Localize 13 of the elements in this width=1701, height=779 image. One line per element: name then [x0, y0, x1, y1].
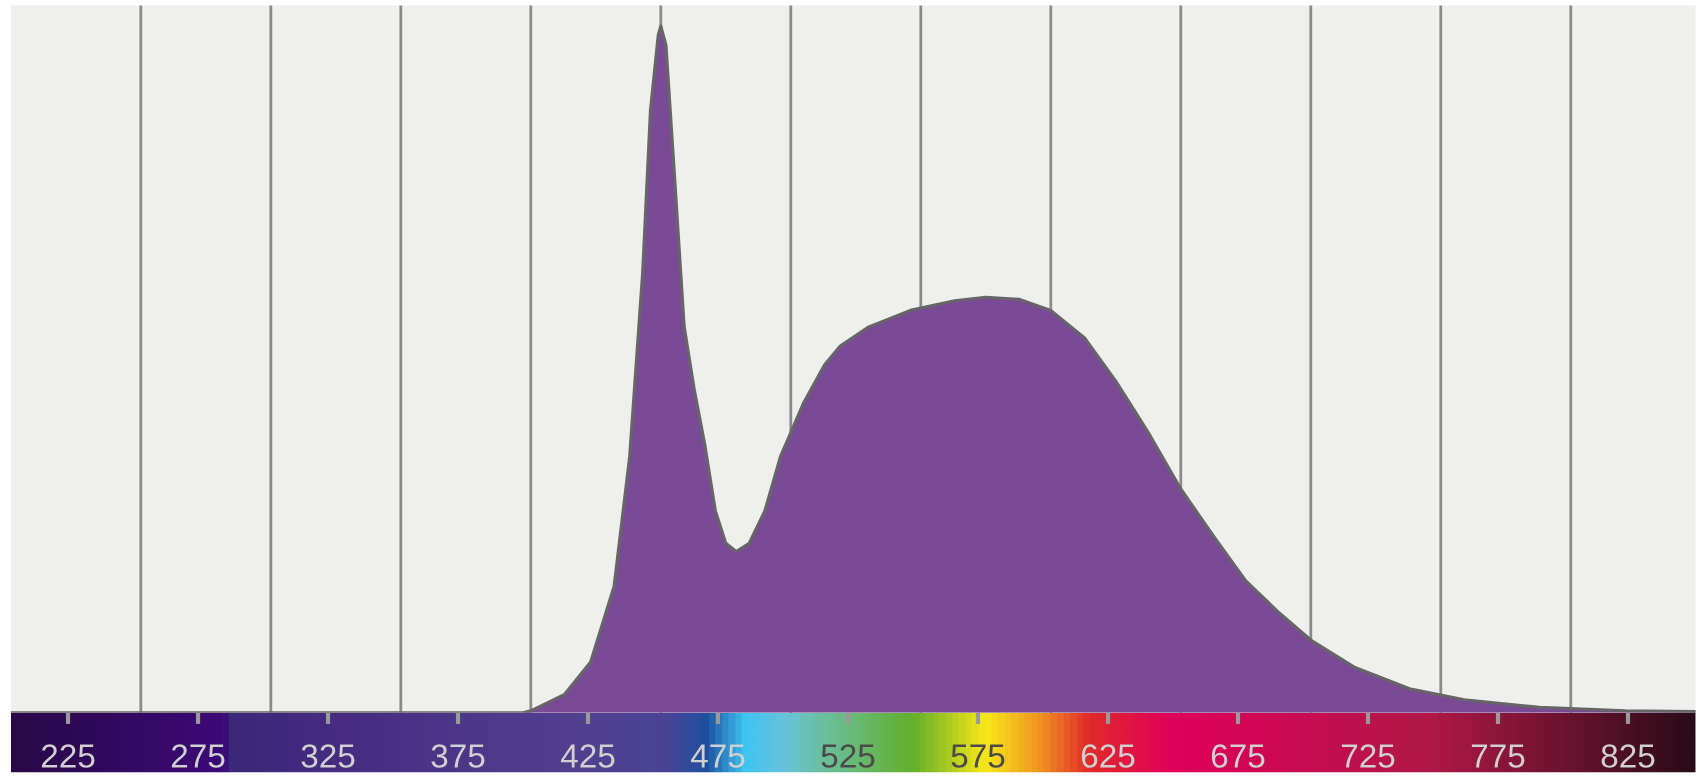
x-tick-label: 425 — [560, 744, 615, 768]
x-tick-label: 475 — [690, 744, 745, 768]
x-tick-label: 625 — [1081, 744, 1135, 768]
x-tick-label: 775 — [1471, 744, 1525, 768]
x-tick-label: 275 — [171, 744, 225, 768]
x-tick-label: 375 — [431, 744, 485, 768]
x-tick-label: 525 — [821, 744, 875, 768]
x-tick-label: 675 — [1211, 744, 1265, 768]
x-tick-label: 725 — [1341, 744, 1395, 768]
x-tick-label: 325 — [301, 744, 355, 768]
x-tick-label: 225 — [41, 744, 95, 768]
x-tick-label: 825 — [1601, 744, 1655, 768]
x-tick-label: 575 — [951, 744, 1005, 768]
